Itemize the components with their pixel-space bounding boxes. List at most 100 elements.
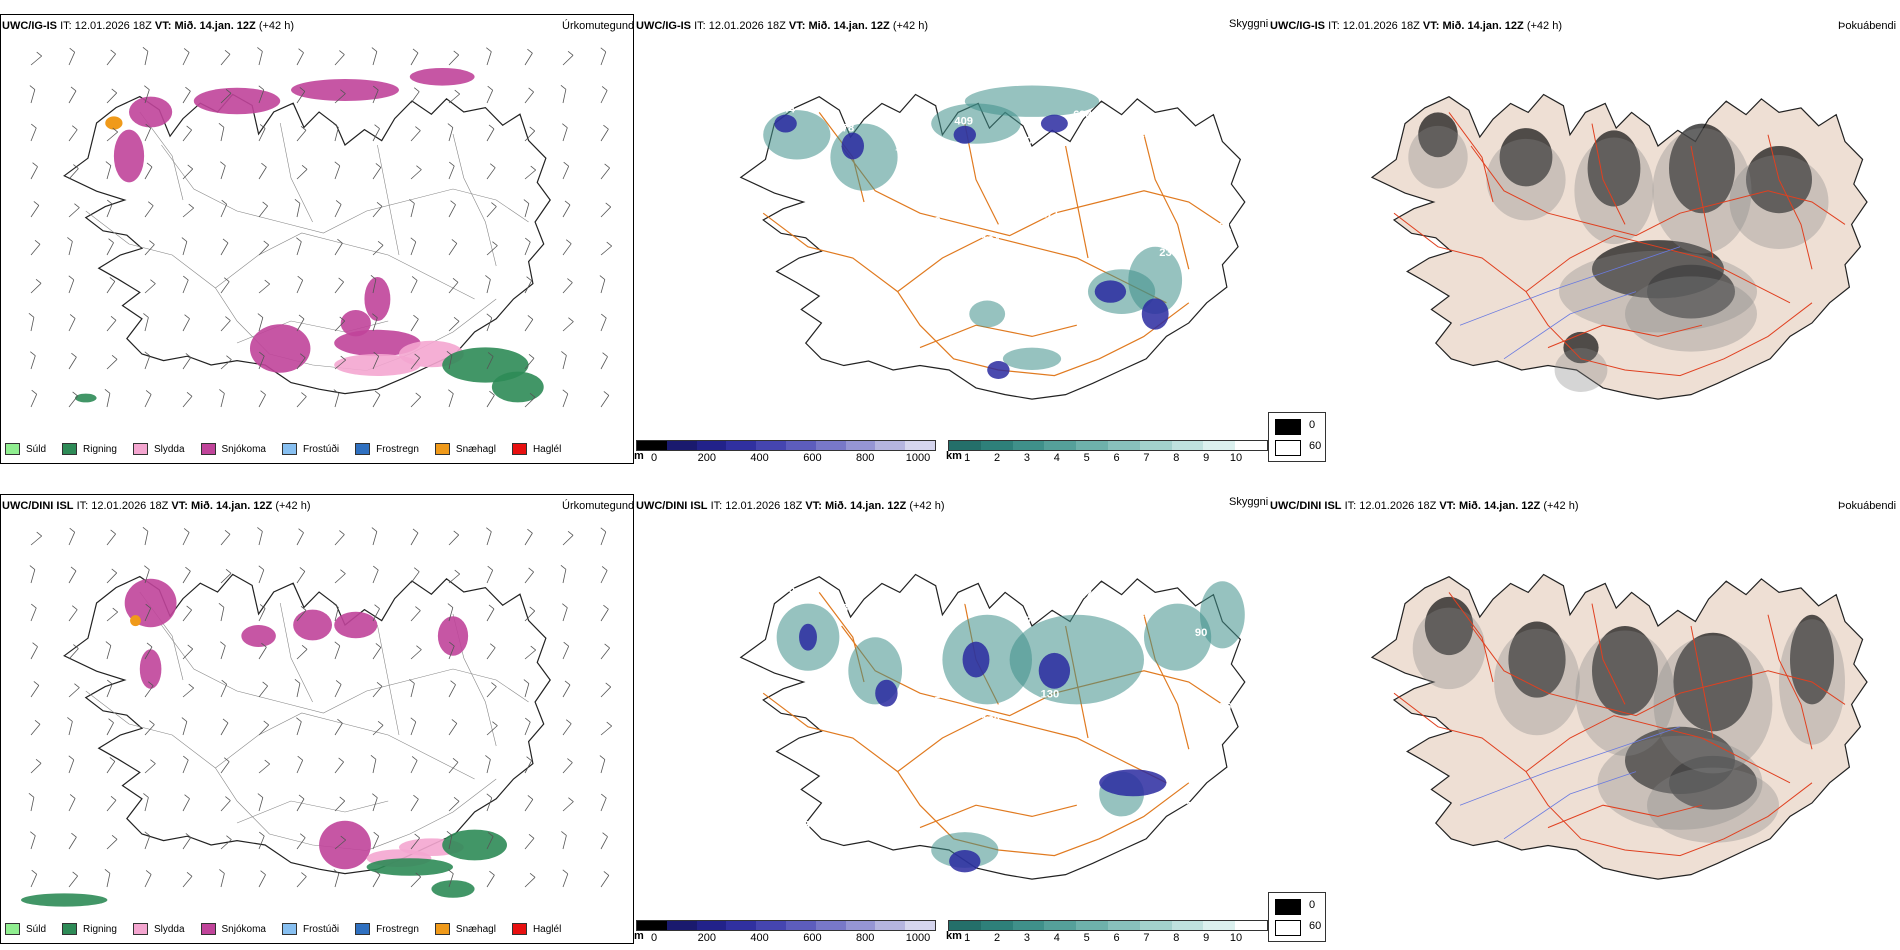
wind-barb bbox=[372, 797, 378, 812]
wind-barb-flag bbox=[601, 566, 608, 571]
wind-barb bbox=[524, 203, 530, 218]
ceiling-value-label: 140 bbox=[1192, 147, 1211, 159]
wind-barb-flag bbox=[185, 353, 192, 358]
colorbar-tick: 600 bbox=[803, 452, 822, 464]
colorbar-tick: 1 bbox=[964, 932, 971, 944]
colorbar-tick: 6 bbox=[1113, 452, 1120, 464]
legend-label: Súld bbox=[26, 923, 47, 935]
wind-barb bbox=[448, 282, 459, 294]
wind-barb bbox=[562, 762, 573, 774]
wind-barb bbox=[144, 797, 149, 812]
legend-label: Frostúði bbox=[302, 443, 340, 455]
wind-barb bbox=[410, 649, 422, 660]
fog-moderate-area bbox=[1652, 128, 1752, 254]
visibility-colorbar-ticks: 1 2 3 4 5 6 7 8 9 10 bbox=[948, 931, 1268, 945]
iceland-coastline bbox=[64, 574, 550, 873]
wind-barb bbox=[410, 683, 415, 698]
fog-moderate-area bbox=[1554, 348, 1608, 392]
road-line bbox=[1548, 805, 1702, 827]
wind-barb bbox=[562, 723, 572, 736]
wind-barb-flag bbox=[181, 717, 188, 722]
legend-swatch bbox=[5, 443, 20, 455]
wind-barb-flag bbox=[411, 276, 418, 281]
wind-barb-flag bbox=[561, 351, 567, 356]
colorbar-cell bbox=[726, 441, 757, 450]
wind-barb-flag bbox=[416, 165, 422, 170]
wind-barb bbox=[334, 359, 346, 370]
wind-barb bbox=[106, 533, 116, 546]
wind-barb-flag bbox=[144, 351, 151, 357]
wind-barb-flag bbox=[258, 565, 265, 571]
wind-barb bbox=[182, 798, 190, 812]
iceland-island: 144 178 124 409 190 698 118 140 147 162 818 104 171 2… bbox=[741, 85, 1245, 400]
wind-barb-flag bbox=[486, 47, 492, 52]
visibility-panel-bottom: 175 337 126 93 347 147 117 90 89 99 105 160 130 129 17… bbox=[636, 494, 1326, 944]
wind-barb-flag bbox=[299, 87, 306, 92]
ceiling-value-label: 105 bbox=[922, 695, 941, 707]
wind-barb bbox=[30, 569, 36, 584]
ceiling-value-label: 134 bbox=[1008, 788, 1027, 800]
wind-barb-flag bbox=[105, 641, 112, 646]
wind-barb bbox=[486, 394, 495, 408]
wind-barb bbox=[30, 394, 38, 408]
wind-barb-flag bbox=[560, 84, 567, 90]
wind-barb-flag bbox=[218, 602, 225, 608]
wind-barb-flag bbox=[74, 683, 80, 688]
wind-barb bbox=[220, 54, 231, 66]
wind-barb-flag bbox=[454, 89, 460, 95]
wind-barb bbox=[182, 168, 194, 180]
wind-barb bbox=[220, 800, 231, 812]
wind-barb bbox=[562, 534, 574, 546]
wind-barb-flag bbox=[415, 126, 421, 131]
colorbar-cell bbox=[949, 441, 981, 450]
colorbar-cell bbox=[815, 921, 846, 930]
wind-barb-flag bbox=[453, 316, 460, 322]
wind-barb bbox=[372, 836, 380, 850]
wind-barb bbox=[182, 90, 191, 104]
wind-barb bbox=[182, 570, 191, 584]
ceiling-value-label: 104 bbox=[981, 234, 1000, 246]
fog-moderate-area bbox=[1494, 628, 1580, 736]
wind-barb-flag bbox=[186, 871, 193, 877]
wind-barb-flag bbox=[143, 793, 149, 798]
wind-barb bbox=[334, 204, 342, 218]
wind-barb bbox=[410, 396, 422, 408]
colorbar-tick: 0 bbox=[650, 452, 658, 464]
fog-moderate-area bbox=[1486, 138, 1566, 221]
wind-barb bbox=[524, 130, 536, 142]
wind-barb-flag bbox=[220, 161, 226, 166]
wind-barb bbox=[562, 835, 567, 850]
wind-barb bbox=[372, 167, 382, 180]
wind-barb bbox=[562, 321, 574, 332]
colorbar-cell bbox=[1012, 921, 1045, 930]
road-line bbox=[377, 145, 399, 255]
wind-barb-flag bbox=[36, 51, 42, 57]
wind-barb bbox=[600, 206, 612, 218]
fog-moderate-area bbox=[1653, 635, 1773, 774]
wind-barb bbox=[600, 797, 607, 812]
fog-dense-area bbox=[1418, 112, 1458, 158]
colorbar-cell bbox=[756, 441, 786, 450]
wind-barb bbox=[334, 393, 340, 408]
fog-dense-area bbox=[1499, 128, 1553, 187]
wind-barb-flag bbox=[370, 754, 377, 760]
wind-barb bbox=[106, 53, 116, 66]
wind-barb bbox=[144, 394, 152, 408]
fog-title-top: Þokuábendi bbox=[1838, 20, 1897, 32]
wind-barb bbox=[144, 244, 155, 256]
panel-header-precip-bottom: UWC/DINI ISL IT: 12.01.2026 18Z VT: Mið.… bbox=[2, 500, 311, 512]
wind-barb-flag bbox=[448, 389, 454, 394]
ceiling-value-label: 126 bbox=[895, 621, 914, 633]
wind-barb-flag bbox=[261, 642, 267, 648]
wind-barb bbox=[334, 93, 346, 104]
ceiling-value-label: 80 bbox=[979, 888, 991, 900]
wind-barb bbox=[448, 165, 455, 180]
wind-barb-flag bbox=[224, 49, 231, 55]
ceiling-value-label: 273 bbox=[857, 895, 876, 907]
colorbar-tick: 9 bbox=[1203, 932, 1210, 944]
colorbar-cell bbox=[637, 921, 667, 930]
wind-barb bbox=[220, 534, 231, 546]
wind-barb bbox=[30, 646, 38, 660]
wind-barb bbox=[486, 874, 495, 888]
ceiling-value-label: 286 bbox=[949, 334, 968, 346]
